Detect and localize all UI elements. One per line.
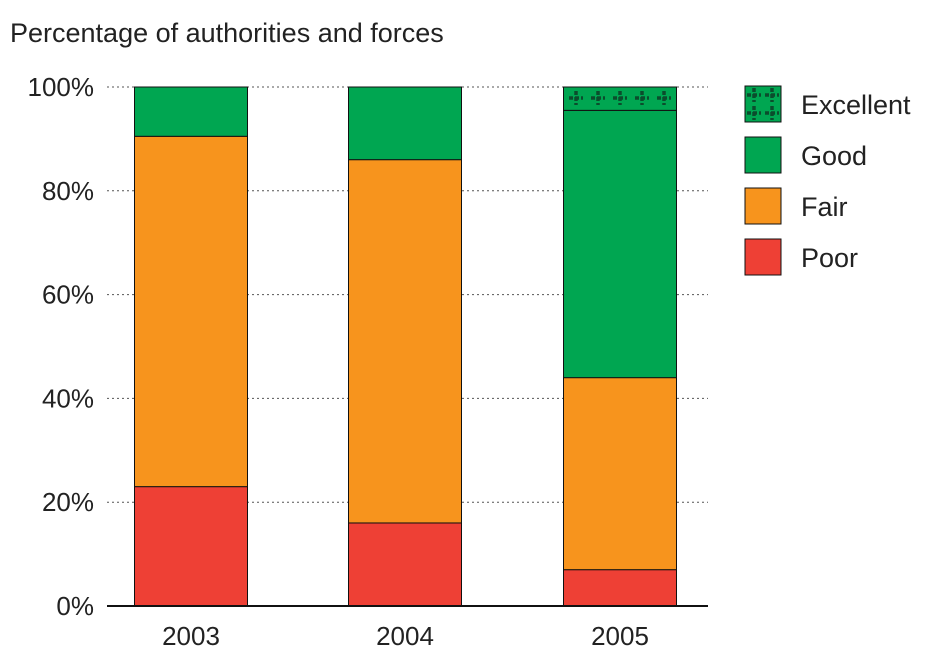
- bar-segment-poor-2003: [134, 486, 248, 607]
- y-tick-label: 0%: [56, 591, 94, 621]
- bar-segment-fair-2005: [563, 377, 677, 571]
- y-tick-label: 20%: [42, 487, 94, 517]
- y-tick-label: 100%: [28, 72, 95, 102]
- bar-segment-fair-2003: [134, 135, 248, 488]
- y-tick-label: 40%: [42, 383, 94, 413]
- y-axis-ticks: 0% 20% 40% 60% 80% 100%: [28, 72, 95, 621]
- legend-swatch-good: [744, 136, 782, 174]
- bar-segment-good-2004: [348, 86, 462, 161]
- bar-segment-good-2005: [563, 109, 677, 379]
- legend: Excellent Good Fair Poor: [744, 85, 911, 276]
- legend-swatch-poor: [744, 238, 782, 276]
- y-tick-label: 60%: [42, 280, 94, 310]
- bar-segment-poor-2004: [348, 522, 462, 607]
- bar-segment-good-2003: [134, 86, 248, 137]
- x-tick-label: 2005: [591, 621, 649, 651]
- x-tick-label: 2004: [376, 621, 434, 651]
- legend-label-poor: Poor: [801, 243, 858, 273]
- legend-label-fair: Fair: [801, 192, 848, 222]
- bars: [134, 86, 677, 607]
- legend-label-good: Good: [801, 141, 867, 171]
- chart-title: Percentage of authorities and forces: [10, 18, 444, 48]
- y-tick-label: 80%: [42, 176, 94, 206]
- legend-swatch-excellent: [744, 85, 782, 123]
- legend-swatch-fair: [744, 187, 782, 225]
- bar-segment-excellent-2005: [563, 86, 677, 111]
- bar-segment-poor-2005: [563, 569, 677, 607]
- bar-segment-fair-2004: [348, 159, 462, 524]
- x-tick-label: 2003: [162, 621, 220, 651]
- x-axis-labels: 2003 2004 2005: [162, 621, 649, 651]
- legend-label-excellent: Excellent: [801, 90, 911, 120]
